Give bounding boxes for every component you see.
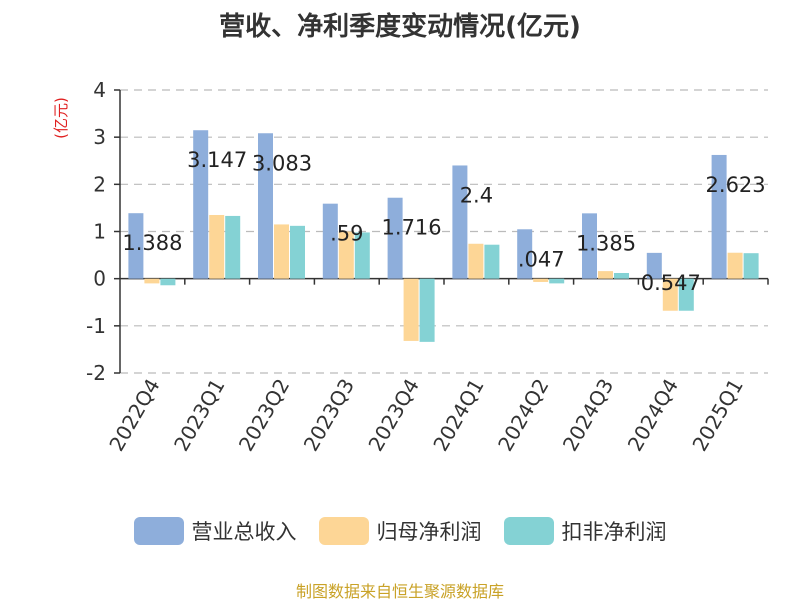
legend-swatch-revenue bbox=[133, 517, 184, 545]
data-label-revenue: 0.547 bbox=[641, 271, 701, 295]
y-tick-label: -2 bbox=[86, 361, 106, 385]
legend-item-revenue[interactable]: 营业总收入 bbox=[133, 516, 297, 546]
bar-revenue bbox=[322, 203, 338, 279]
grid-lines bbox=[120, 89, 768, 374]
bar-revenue bbox=[193, 130, 209, 279]
x-tick-label: 2023Q2 bbox=[234, 375, 294, 456]
data-label-revenue: 2.623 bbox=[706, 173, 766, 197]
bar-revenue bbox=[711, 154, 727, 279]
legend-label-net-profit: 归母净利润 bbox=[376, 520, 482, 544]
data-label-revenue: .59 bbox=[330, 222, 363, 246]
bar-deducted-profit bbox=[549, 278, 565, 284]
bar-deducted-profit bbox=[419, 278, 435, 342]
bar-net-profit bbox=[598, 271, 613, 279]
x-tick-label: 2022Q4 bbox=[104, 375, 164, 456]
bar-net-profit bbox=[403, 278, 419, 341]
legend-swatch-net-profit bbox=[318, 517, 369, 545]
bar-revenue bbox=[258, 133, 273, 279]
bar-net-profit bbox=[727, 252, 743, 279]
bar-deducted-profit bbox=[290, 225, 305, 279]
y-tick-label: -1 bbox=[86, 314, 106, 338]
x-tick-label: 2023Q3 bbox=[299, 375, 359, 456]
bar-net-profit bbox=[468, 243, 484, 279]
y-tick-label: 4 bbox=[93, 78, 106, 102]
bar-net-profit bbox=[662, 278, 678, 311]
x-tick-label: 2023Q4 bbox=[363, 375, 423, 456]
y-tick-label: 0 bbox=[93, 267, 106, 291]
data-label-revenue: .047 bbox=[518, 247, 565, 271]
data-label-revenue: 3.147 bbox=[187, 148, 247, 172]
bar-revenue bbox=[582, 213, 597, 279]
bar-revenue bbox=[517, 229, 533, 279]
data-label-revenue: 2.4 bbox=[460, 183, 493, 207]
x-tick-label: 2024Q1 bbox=[428, 375, 488, 456]
bar-deducted-profit bbox=[614, 273, 629, 279]
bar-net-profit bbox=[209, 214, 225, 279]
bars bbox=[128, 130, 759, 342]
bar-deducted-profit bbox=[160, 278, 176, 286]
bar-net-profit bbox=[338, 231, 354, 279]
legend-label-deducted-profit: 扣非净利润 bbox=[561, 520, 667, 544]
data-label-revenue: 1.385 bbox=[576, 231, 636, 255]
bar-net-profit bbox=[533, 278, 549, 282]
bar-deducted-profit bbox=[743, 253, 759, 279]
y-tick-label: 1 bbox=[93, 220, 106, 244]
data-label-revenue: 1.388 bbox=[122, 231, 182, 255]
bar-deducted-profit bbox=[354, 232, 370, 279]
legend-item-deducted-profit[interactable]: 扣非净利润 bbox=[503, 516, 667, 546]
legend-swatch-deducted-profit bbox=[503, 517, 554, 545]
x-tick-label: 2024Q4 bbox=[623, 375, 683, 456]
bar-net-profit bbox=[144, 278, 160, 284]
data-label-revenue: 1.716 bbox=[382, 216, 442, 240]
bar-revenue bbox=[646, 252, 662, 279]
chart-title: 营收、净利季度变动情况(亿元) bbox=[219, 12, 581, 42]
data-labels: 1.388 3.147 3.083 .59 1.716 2.4 .047 1.3850.547… bbox=[122, 148, 765, 295]
bar-revenue bbox=[452, 165, 468, 279]
bar-revenue bbox=[128, 213, 144, 279]
bar-deducted-profit bbox=[678, 278, 694, 311]
bar-deducted-profit bbox=[225, 215, 241, 279]
x-tick-label: 2024Q3 bbox=[558, 375, 618, 456]
legend: 营业总收入 归母净利润 扣非净利润 bbox=[0, 516, 800, 546]
legend-item-net-profit[interactable]: 归母净利润 bbox=[318, 516, 482, 546]
y-axis-unit-label: (亿元) bbox=[52, 97, 70, 139]
bar-net-profit bbox=[274, 224, 289, 279]
y-tick-label: 2 bbox=[93, 172, 106, 196]
bar-deducted-profit bbox=[484, 244, 500, 279]
x-tick-label: 2024Q2 bbox=[493, 375, 553, 456]
x-tick-label: 2023Q1 bbox=[169, 375, 229, 456]
y-tick-label: 3 bbox=[93, 125, 106, 149]
legend-label-revenue: 营业总收入 bbox=[191, 520, 297, 544]
data-label-revenue: 3.083 bbox=[252, 151, 312, 175]
x-tick-label: 2025Q1 bbox=[687, 375, 747, 456]
data-source-note: 制图数据来自恒生聚源数据库 bbox=[295, 582, 504, 601]
bar-revenue bbox=[387, 197, 403, 279]
